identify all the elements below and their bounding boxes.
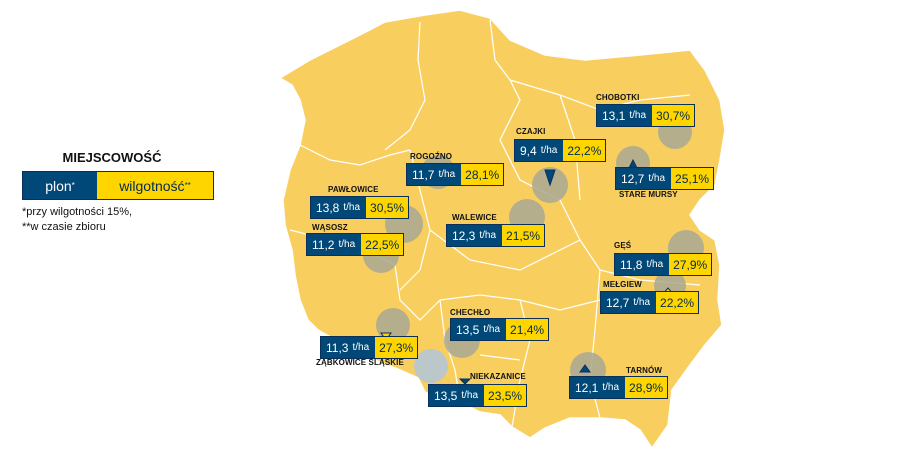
legend-wilgotnosc: wilgotność ** <box>97 172 213 199</box>
site-wilgotnosc: 28,9% <box>625 377 668 398</box>
site-name: MEŁGIEW <box>603 280 642 289</box>
site-label: 11,7 t/ha 28,1% <box>406 163 505 186</box>
site-plon-value: 11,3 <box>326 340 349 355</box>
site-label: 13,8 t/ha 30,5% <box>310 196 410 219</box>
site-plon: 11,7 t/ha <box>407 164 462 185</box>
site-wilgotnosc: 22,2% <box>656 292 699 313</box>
site-plon: 12,3 t/ha <box>447 225 503 246</box>
site-unit: t/ha <box>646 259 664 270</box>
site-unit: t/ha <box>540 145 558 156</box>
site-wilgotnosc: 22,5% <box>361 234 404 255</box>
legend-note-2: **w czasie zbioru <box>22 221 106 233</box>
site-name: TARNÓW <box>626 366 662 375</box>
site-name: CHOBOTKI <box>596 93 640 102</box>
legend-plon-mark: * <box>71 181 75 190</box>
site-wilgotnosc: 21,5% <box>502 225 545 246</box>
site-wilgotnosc: 23,5% <box>484 385 527 406</box>
site-label: 13,1 t/ha 30,7% <box>596 104 696 127</box>
site-label: 11,3 t/ha 27,3% <box>320 336 419 359</box>
legend-wilgotnosc-label: wilgotność <box>119 177 185 194</box>
site-label: 11,8 t/ha 27,9% <box>614 253 713 276</box>
site-wilgotnosc: 21,4% <box>506 319 549 340</box>
site-wilgotnosc: 27,3% <box>375 337 418 358</box>
site-name: CHECHŁO <box>450 308 491 317</box>
site-plon-value: 13,1 <box>602 108 626 123</box>
legend-plon-label: plon <box>45 177 72 194</box>
site-label: 13,5 t/ha 23,5% <box>428 384 528 407</box>
site-label: 12,3 t/ha 21,5% <box>446 224 546 247</box>
site-plon: 11,2 t/ha <box>307 234 362 255</box>
site-name: GĘŚ <box>614 241 632 250</box>
site-name: ROGOŹNO <box>410 152 453 161</box>
site-name: STARE MURSY <box>619 190 678 199</box>
site-wilgotnosc: 28,1% <box>461 164 504 185</box>
site-plon: 11,8 t/ha <box>615 254 670 275</box>
site-plon: 13,5 t/ha <box>451 319 507 340</box>
site-label: 11,2 t/ha 22,5% <box>306 233 405 256</box>
site-label: 12,7 t/ha 22,2% <box>600 291 700 314</box>
site-plon: 13,1 t/ha <box>597 105 653 126</box>
site-plon-value: 12,7 <box>621 171 645 186</box>
site-label: 12,7 t/ha 25,1% <box>615 167 715 190</box>
site-label: 12,1 t/ha 28,9% <box>569 376 669 399</box>
legend-plon: plon * <box>23 172 97 199</box>
site-unit: t/ha <box>629 110 647 121</box>
site-wilgotnosc: 30,7% <box>652 105 695 126</box>
site-unit: t/ha <box>352 342 370 353</box>
site-unit: t/ha <box>438 169 456 180</box>
site-plon-value: 11,8 <box>620 257 643 272</box>
legend-note-1: *przy wilgotności 15%, <box>22 206 133 218</box>
site-unit: t/ha <box>483 324 501 335</box>
site-plon: 12,1 t/ha <box>570 377 626 398</box>
site-plon-value: 13,8 <box>316 200 340 215</box>
site-wilgotnosc: 27,9% <box>669 254 712 275</box>
site-unit: t/ha <box>602 382 620 393</box>
site-name: WĄSOSZ <box>312 223 348 232</box>
site-wilgotnosc: 30,5% <box>366 197 409 218</box>
legend-wilgotnosc-mark: ** <box>184 181 191 190</box>
marker-niekazanice <box>414 349 448 383</box>
site-label: 9,4 t/ha 22,2% <box>514 139 607 162</box>
site-name: PAWŁOWICE <box>328 185 379 194</box>
site-wilgotnosc: 25,1% <box>671 168 714 189</box>
site-plon-value: 12,7 <box>606 295 630 310</box>
site-unit: t/ha <box>343 202 361 213</box>
site-plon: 11,3 t/ha <box>321 337 376 358</box>
site-unit: t/ha <box>461 390 479 401</box>
site-plon: 12,7 t/ha <box>616 168 672 189</box>
site-unit: t/ha <box>338 239 356 250</box>
legend-swatches: plon * wilgotność ** <box>22 171 214 200</box>
site-plon-value: 12,3 <box>452 228 476 243</box>
legend: MIEJSCOWOŚĆ plon * wilgotność ** <box>22 150 222 200</box>
site-unit: t/ha <box>633 297 651 308</box>
site-plon-value: 13,5 <box>434 388 458 403</box>
site-plon-value: 13,5 <box>456 322 480 337</box>
legend-title: MIEJSCOWOŚĆ <box>62 150 162 165</box>
site-plon: 9,4 t/ha <box>515 140 564 161</box>
site-label: 13,5 t/ha 21,4% <box>450 318 550 341</box>
site-name: ZĄBKOWICE ŚLĄSKIE <box>316 358 404 367</box>
site-name: CZAJKI <box>516 127 546 136</box>
site-plon: 12,7 t/ha <box>601 292 657 313</box>
site-plon-value: 12,1 <box>575 380 599 395</box>
site-unit: t/ha <box>648 173 666 184</box>
site-name: NIEKAZANICE <box>470 372 526 381</box>
site-unit: t/ha <box>479 230 497 241</box>
site-plon-value: 11,2 <box>312 237 335 252</box>
site-wilgotnosc: 22,2% <box>563 140 606 161</box>
site-plon: 13,5 t/ha <box>429 385 485 406</box>
site-plon-value: 9,4 <box>520 143 537 158</box>
site-plon: 13,8 t/ha <box>311 197 367 218</box>
site-plon-value: 11,7 <box>412 167 435 182</box>
site-name: WALEWICE <box>452 213 497 222</box>
